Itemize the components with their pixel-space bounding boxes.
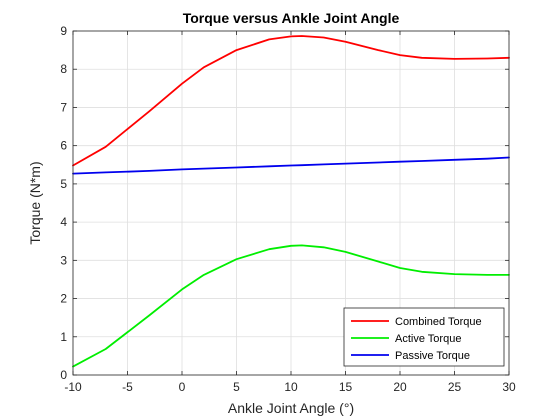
series-line-passive-torque: [72, 156, 510, 175]
tick-labels: -10 -5 0 5 10 15 20 25 30 0 1 2 3 4 5 6 7 8 9: [60, 24, 516, 394]
y-tick-label: 1: [60, 330, 67, 344]
y-tick-label: 3: [60, 253, 67, 267]
x-tick-label: 10: [284, 380, 298, 394]
series-lines: [72, 35, 510, 368]
x-tick-label: -10: [64, 380, 82, 394]
x-tick-label: 30: [502, 380, 516, 394]
series-line-active-torque: [72, 244, 510, 368]
legend-box: [343, 307, 505, 367]
legend-entries: Combined Torque Active Torque Passive Torq…: [351, 316, 482, 362]
legend-label-active-torque: Active Torque: [395, 333, 461, 345]
y-tick-label: 4: [60, 215, 67, 229]
legend: Combined Torque Active Torque Passive Torq…: [343, 307, 505, 367]
chart-title: Torque versus Ankle Joint Angle: [183, 10, 400, 26]
y-tick-label: 0: [60, 368, 67, 382]
y-tick-label: 2: [60, 292, 67, 306]
x-tick-label: 20: [393, 380, 407, 394]
legend-label-passive-torque: Passive Torque: [395, 350, 470, 362]
y-axis-label: Torque (N*m): [27, 161, 43, 244]
y-tick-label: 5: [60, 177, 67, 191]
x-axis-label: Ankle Joint Angle (°): [228, 400, 354, 416]
series-line-combined-torque: [72, 35, 510, 167]
x-tick-label: 25: [448, 380, 462, 394]
x-tick-label: -5: [122, 380, 133, 394]
x-tick-label: 0: [179, 380, 186, 394]
x-tick-label: 15: [339, 380, 353, 394]
x-tick-label: 5: [233, 380, 240, 394]
y-tick-label: 6: [60, 139, 67, 153]
y-tick-label: 8: [60, 62, 67, 76]
y-tick-label: 7: [60, 100, 67, 114]
ticks: [72, 30, 510, 376]
y-tick-label: 9: [60, 24, 67, 38]
legend-label-combined-torque: Combined Torque: [395, 316, 482, 328]
